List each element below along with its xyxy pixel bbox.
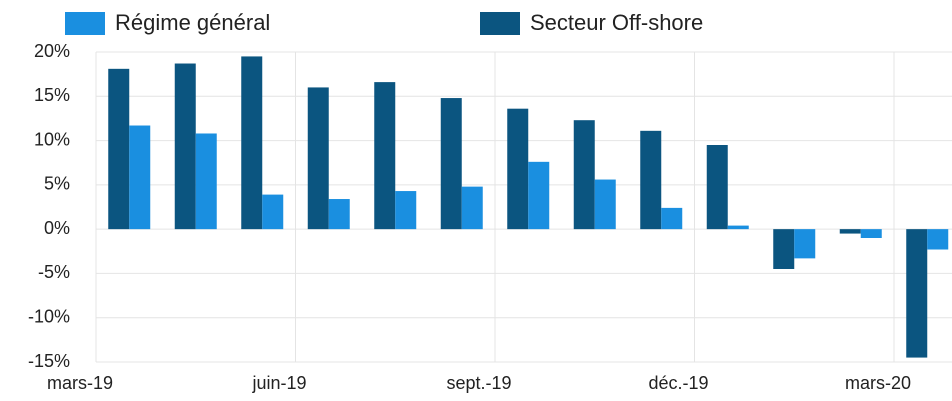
y-tick-label: 10% [34, 129, 70, 149]
y-tick-label: 15% [34, 85, 70, 105]
x-tick-label: sept.-19 [446, 373, 511, 393]
bar [262, 194, 284, 230]
legend-swatch [480, 12, 520, 35]
x-tick-label: mars-19 [47, 373, 113, 393]
bar [661, 207, 683, 230]
bar [860, 229, 882, 238]
bar [594, 179, 616, 230]
bar [507, 108, 529, 230]
bar [307, 87, 329, 230]
legend-label: Régime général [115, 10, 270, 35]
y-tick-label: -15% [28, 351, 70, 371]
legend-label: Secteur Off-shore [530, 10, 703, 35]
x-tick-label: déc.-19 [648, 373, 708, 393]
bar [727, 225, 749, 230]
x-tick-label: mars-20 [845, 373, 911, 393]
bar [174, 63, 196, 230]
bar [241, 56, 263, 230]
y-tick-label: 5% [44, 174, 70, 194]
bar [440, 98, 462, 230]
y-tick-label: -10% [28, 306, 70, 326]
y-tick-label: 0% [44, 218, 70, 238]
bar [794, 229, 816, 259]
bar [640, 130, 662, 230]
legend-swatch [65, 12, 105, 35]
bar [108, 68, 130, 230]
bar [906, 229, 928, 358]
y-tick-label: 20% [34, 41, 70, 61]
bar [129, 125, 151, 230]
bar [328, 199, 350, 230]
bar [573, 120, 595, 230]
bar [528, 161, 550, 230]
bar [374, 82, 396, 230]
bar [395, 191, 417, 230]
bar [706, 145, 728, 230]
bar [195, 133, 217, 230]
bar [461, 186, 483, 230]
y-tick-label: -5% [38, 262, 70, 282]
bar [927, 229, 949, 250]
bar [839, 229, 861, 234]
bar [773, 229, 795, 269]
x-tick-label: juin-19 [251, 373, 306, 393]
